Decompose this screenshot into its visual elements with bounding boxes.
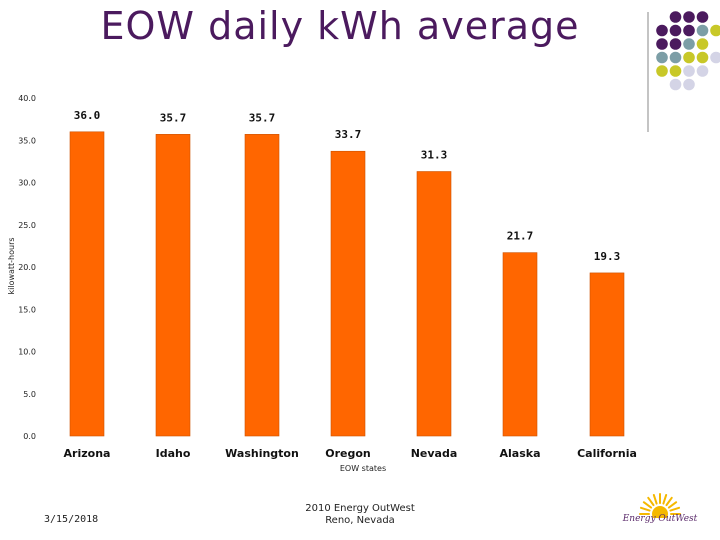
- bar-data-label: 36.0: [74, 109, 101, 122]
- bar-nevada: [416, 171, 452, 437]
- bar-data-label: 21.7: [507, 230, 534, 243]
- bar-oregon: [330, 150, 366, 437]
- sun-ray: [669, 506, 681, 512]
- bar-data-label: 19.3: [594, 250, 621, 263]
- sun-ray: [667, 501, 678, 509]
- decor-dot: [710, 51, 720, 64]
- footer-event-name: 2010 Energy OutWest: [305, 503, 415, 514]
- bar-idaho: [155, 134, 191, 437]
- decor-dot: [696, 38, 709, 50]
- footer-event: 2010 Energy OutWest Reno, Nevada: [290, 503, 430, 527]
- bar-arizona: [69, 131, 105, 437]
- decor-dot: [696, 24, 709, 37]
- x-category-label: Idaho: [156, 447, 191, 460]
- bar-data-label: 31.3: [421, 149, 448, 162]
- decor-dot: [696, 65, 709, 77]
- bar-washington: [244, 134, 280, 437]
- decor-dot: [696, 11, 709, 23]
- decor-dot: [656, 65, 668, 77]
- footer-event-location: Reno, Nevada: [325, 515, 395, 526]
- decor-dot: [669, 51, 682, 64]
- x-category-label: Washington: [225, 447, 299, 460]
- decor-dot: [683, 78, 695, 91]
- decor-dot: [683, 11, 695, 23]
- slide-title: EOW daily kWh average: [100, 4, 580, 48]
- decor-dot: [683, 51, 695, 64]
- y-axis-title: kilowatt-hours: [7, 237, 16, 294]
- sun-ray: [652, 493, 658, 505]
- decor-dot: [669, 65, 682, 77]
- decor-dot: [683, 38, 695, 50]
- decor-dot: [669, 38, 682, 50]
- y-tick-label: 30.0: [18, 179, 36, 188]
- bar-data-label: 35.7: [160, 111, 187, 124]
- x-axis-title: EOW states: [340, 464, 386, 473]
- y-tick-label: 35.0: [18, 136, 36, 145]
- y-tick-label: 20.0: [18, 263, 36, 272]
- decor-dot: [669, 24, 682, 37]
- sun-ray: [662, 493, 668, 505]
- decor-dot: [656, 51, 668, 64]
- decor-dot: [669, 11, 682, 23]
- x-category-label: Nevada: [411, 447, 458, 460]
- y-tick-label: 15.0: [18, 305, 36, 314]
- decor-dot: [696, 51, 709, 64]
- x-category-label: Oregon: [325, 447, 371, 460]
- x-category-label: Alaska: [500, 447, 541, 460]
- bar-alaska: [502, 252, 538, 437]
- energy-outwest-logo: Energy OutWest: [622, 488, 698, 532]
- bar-california: [589, 272, 625, 437]
- y-tick-label: 40.0: [18, 94, 36, 103]
- logo-text: Energy OutWest: [622, 514, 698, 524]
- bar-data-label: 35.7: [249, 111, 276, 124]
- y-tick-label: 0.0: [23, 432, 36, 441]
- x-category-label: Arizona: [64, 447, 111, 460]
- sun-ray: [647, 496, 655, 507]
- bar-data-label: 33.7: [335, 128, 362, 141]
- decor-dot: [656, 38, 668, 50]
- y-tick-label: 25.0: [18, 221, 36, 230]
- x-category-label: California: [577, 447, 637, 460]
- decor-dot: [669, 78, 682, 91]
- sun-ray: [642, 501, 653, 509]
- sun-ray: [639, 506, 651, 512]
- decor-dot: [683, 24, 695, 37]
- y-tick-label: 10.0: [18, 348, 36, 357]
- sun-ray: [665, 496, 673, 507]
- decor-dot: [656, 24, 668, 37]
- footer-date: 3/15/2018: [44, 514, 99, 525]
- decor-dot: [710, 24, 720, 37]
- decor-dot: [683, 65, 695, 77]
- y-tick-label: 5.0: [23, 390, 36, 399]
